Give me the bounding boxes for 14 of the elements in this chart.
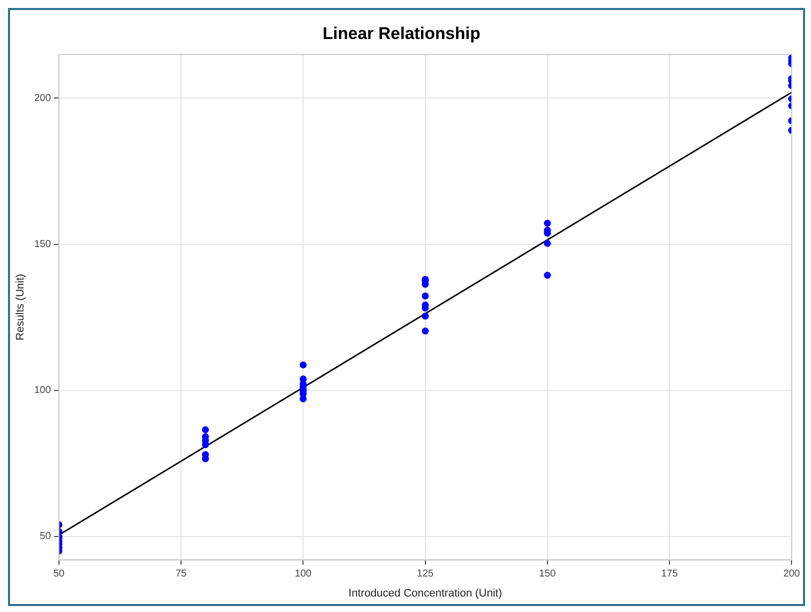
x-tick-label: 125	[416, 568, 434, 580]
x-tick-label: 175	[661, 568, 678, 580]
chart-title: Linear Relationship	[322, 24, 480, 43]
x-axis-title: Introduced Concentration (Unit)	[348, 587, 502, 600]
y-tick-label: 100	[34, 385, 52, 396]
y-axis-title: Results (Unit)	[14, 274, 27, 340]
x-tick-label: 50	[53, 568, 65, 580]
x-tick-label: 100	[294, 568, 312, 580]
y-tick-label: 200	[34, 92, 52, 104]
y-tick-label: 50	[40, 531, 52, 542]
x-tick-label: 75	[175, 568, 188, 580]
y-tick-label: 150	[34, 239, 52, 250]
x-tick-label: 200	[783, 568, 800, 580]
x-tick-label: 150	[539, 568, 556, 580]
